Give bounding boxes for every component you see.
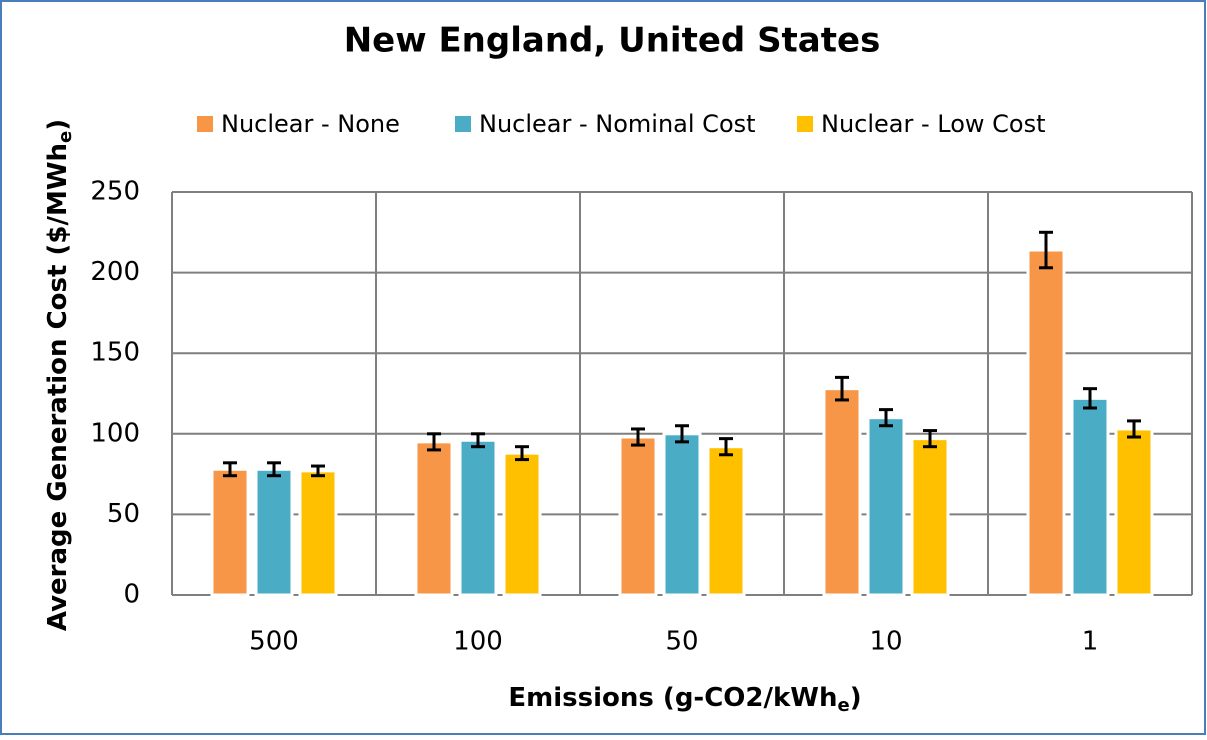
bar xyxy=(502,451,542,597)
error-bar xyxy=(631,427,645,447)
chart-title: New England, United States xyxy=(344,21,881,61)
bar xyxy=(662,432,702,597)
x-tick-label: 1 xyxy=(1082,627,1099,657)
error-bar xyxy=(311,464,325,478)
error-bar xyxy=(515,445,529,462)
legend-swatch xyxy=(197,116,213,132)
y-tick-label: 150 xyxy=(90,338,140,368)
bar xyxy=(414,440,454,597)
error-bar xyxy=(1039,230,1053,270)
error-bar xyxy=(1127,419,1141,439)
bar xyxy=(1070,396,1110,597)
x-tick-label: 100 xyxy=(453,627,503,657)
x-tick-label: 500 xyxy=(249,627,299,657)
bar xyxy=(210,467,250,597)
legend-swatch xyxy=(455,116,471,132)
error-bar xyxy=(923,429,937,449)
bar xyxy=(458,438,498,597)
legend-label: Nuclear - Low Cost xyxy=(821,110,1046,138)
bar xyxy=(618,435,658,597)
bar xyxy=(1026,248,1066,597)
y-axis-label: Average Generation Cost ($/MWhe) xyxy=(43,119,77,631)
error-bar xyxy=(879,408,893,428)
bar xyxy=(866,416,906,597)
y-tick-label: 0 xyxy=(123,580,140,610)
error-bar xyxy=(1083,387,1097,410)
x-axis-label: Emissions (g-CO2/kWhe) xyxy=(508,683,861,717)
error-bar xyxy=(719,437,733,457)
bar xyxy=(298,469,338,597)
x-tick-label: 10 xyxy=(869,627,902,657)
bar xyxy=(910,437,950,597)
bar xyxy=(706,445,746,597)
error-bar xyxy=(835,375,849,402)
error-bar xyxy=(427,432,441,452)
x-tick-label: 50 xyxy=(665,627,698,657)
error-bar xyxy=(471,432,485,449)
bar xyxy=(1114,427,1154,597)
legend-label: Nuclear - None xyxy=(221,110,400,138)
error-bar xyxy=(267,461,281,478)
y-tick-label: 250 xyxy=(90,177,140,207)
error-bar xyxy=(223,461,237,478)
y-tick-label: 200 xyxy=(90,257,140,287)
y-tick-label: 50 xyxy=(107,499,140,529)
legend-label: Nuclear - Nominal Cost xyxy=(479,110,756,138)
error-bar xyxy=(675,424,689,444)
y-tick-label: 100 xyxy=(90,418,140,448)
bar xyxy=(254,467,294,597)
bar xyxy=(822,387,862,597)
legend-swatch xyxy=(797,116,813,132)
